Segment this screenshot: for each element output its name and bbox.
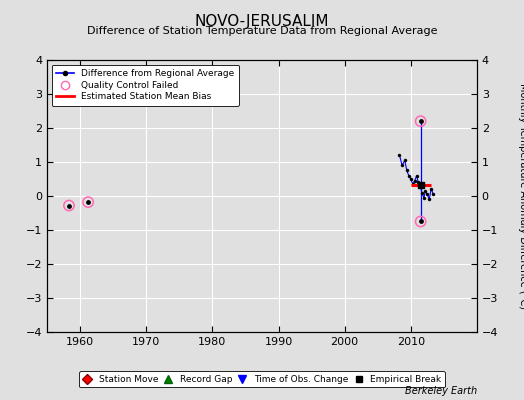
Y-axis label: Monthly Temperature Anomaly Difference (°C): Monthly Temperature Anomaly Difference (… — [518, 83, 524, 309]
Point — [417, 182, 425, 188]
Point — [65, 202, 73, 209]
Point — [417, 218, 425, 225]
Point — [65, 202, 73, 209]
Point — [84, 199, 92, 205]
Point — [84, 199, 92, 205]
Legend: Station Move, Record Gap, Time of Obs. Change, Empirical Break: Station Move, Record Gap, Time of Obs. C… — [79, 371, 445, 387]
Text: NOVO-JERUSALIM: NOVO-JERUSALIM — [195, 14, 329, 29]
Text: Difference of Station Temperature Data from Regional Average: Difference of Station Temperature Data f… — [87, 26, 437, 36]
Text: Berkeley Earth: Berkeley Earth — [405, 386, 477, 396]
Point — [417, 118, 425, 124]
Point — [417, 218, 425, 225]
Point — [417, 118, 425, 124]
